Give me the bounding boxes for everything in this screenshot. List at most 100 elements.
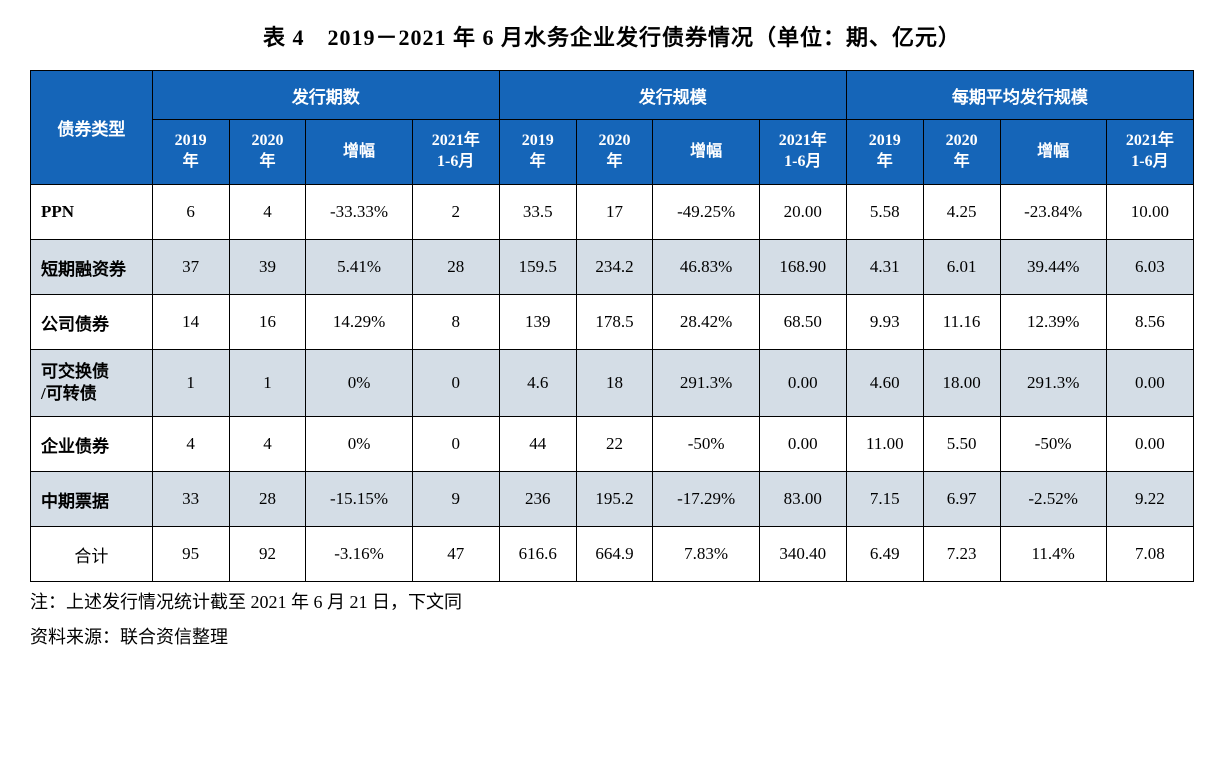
cell: 20.00 bbox=[759, 185, 846, 240]
subcol-2-2: 增幅 bbox=[1000, 120, 1106, 185]
cell: 39.44% bbox=[1000, 240, 1106, 295]
subcol-1-3: 2021年1-6月 bbox=[759, 120, 846, 185]
cell: 9.22 bbox=[1106, 472, 1193, 527]
cell: 11.00 bbox=[846, 417, 923, 472]
cell: 14 bbox=[152, 295, 229, 350]
subcol-1-0: 2019年 bbox=[499, 120, 576, 185]
cell: 37 bbox=[152, 240, 229, 295]
subcol-1-1: 2020年 bbox=[576, 120, 653, 185]
cell: -17.29% bbox=[653, 472, 759, 527]
cell: 0 bbox=[412, 350, 499, 417]
cell: 340.40 bbox=[759, 527, 846, 582]
cell: 28.42% bbox=[653, 295, 759, 350]
cell: -50% bbox=[653, 417, 759, 472]
cell: 46.83% bbox=[653, 240, 759, 295]
col-group-issue-count: 发行期数 bbox=[152, 71, 499, 120]
cell: -15.15% bbox=[306, 472, 412, 527]
cell: 6.03 bbox=[1106, 240, 1193, 295]
col-group-issue-scale: 发行规模 bbox=[499, 71, 846, 120]
cell: 0.00 bbox=[1106, 350, 1193, 417]
subcol-1-2: 增幅 bbox=[653, 120, 759, 185]
table-header: 债券类型 发行期数 发行规模 每期平均发行规模 2019年2020年增幅2021… bbox=[31, 71, 1194, 185]
cell: 2 bbox=[412, 185, 499, 240]
row-label: 可交换债/可转债 bbox=[31, 350, 153, 417]
row-label: PPN bbox=[31, 185, 153, 240]
cell: 39 bbox=[229, 240, 306, 295]
cell: 6.01 bbox=[923, 240, 1000, 295]
cell: 7.23 bbox=[923, 527, 1000, 582]
cell: -33.33% bbox=[306, 185, 412, 240]
cell: 0% bbox=[306, 350, 412, 417]
col-group-avg-scale: 每期平均发行规模 bbox=[846, 71, 1193, 120]
cell: 18.00 bbox=[923, 350, 1000, 417]
cell: 16 bbox=[229, 295, 306, 350]
cell: 9.93 bbox=[846, 295, 923, 350]
cell: -3.16% bbox=[306, 527, 412, 582]
row-label: 合计 bbox=[31, 527, 153, 582]
table-row: 企业债券440%04422-50%0.0011.005.50-50%0.00 bbox=[31, 417, 1194, 472]
cell: 234.2 bbox=[576, 240, 653, 295]
subcol-0-2: 增幅 bbox=[306, 120, 412, 185]
subcol-0-1: 2020年 bbox=[229, 120, 306, 185]
cell: 5.58 bbox=[846, 185, 923, 240]
cell: 6.97 bbox=[923, 472, 1000, 527]
cell: 236 bbox=[499, 472, 576, 527]
cell: 291.3% bbox=[653, 350, 759, 417]
cell: 616.6 bbox=[499, 527, 576, 582]
cell: 5.41% bbox=[306, 240, 412, 295]
cell: 8.56 bbox=[1106, 295, 1193, 350]
cell: 10.00 bbox=[1106, 185, 1193, 240]
cell: 0.00 bbox=[1106, 417, 1193, 472]
cell: 159.5 bbox=[499, 240, 576, 295]
cell: 7.83% bbox=[653, 527, 759, 582]
table-row: 公司债券141614.29%8139178.528.42%68.509.9311… bbox=[31, 295, 1194, 350]
cell: 18 bbox=[576, 350, 653, 417]
row-label: 公司债券 bbox=[31, 295, 153, 350]
table-note-1: 注：上述发行情况统计截至 2021 年 6 月 21 日，下文同 bbox=[30, 588, 1194, 617]
table-body: PPN64-33.33%233.517-49.25%20.005.584.25-… bbox=[31, 185, 1194, 582]
cell: 7.15 bbox=[846, 472, 923, 527]
table-row: 中期票据3328-15.15%9236195.2-17.29%83.007.15… bbox=[31, 472, 1194, 527]
cell: 0 bbox=[412, 417, 499, 472]
cell: 12.39% bbox=[1000, 295, 1106, 350]
cell: 195.2 bbox=[576, 472, 653, 527]
cell: 22 bbox=[576, 417, 653, 472]
cell: 4 bbox=[152, 417, 229, 472]
cell: 14.29% bbox=[306, 295, 412, 350]
subcol-0-3: 2021年1-6月 bbox=[412, 120, 499, 185]
cell: 4.60 bbox=[846, 350, 923, 417]
cell: 83.00 bbox=[759, 472, 846, 527]
cell: -50% bbox=[1000, 417, 1106, 472]
cell: 664.9 bbox=[576, 527, 653, 582]
cell: 33.5 bbox=[499, 185, 576, 240]
subcol-2-0: 2019年 bbox=[846, 120, 923, 185]
cell: 0% bbox=[306, 417, 412, 472]
cell: 5.50 bbox=[923, 417, 1000, 472]
cell: 0.00 bbox=[759, 350, 846, 417]
subheader-row: 2019年2020年增幅2021年1-6月2019年2020年增幅2021年1-… bbox=[31, 120, 1194, 185]
subcol-2-3: 2021年1-6月 bbox=[1106, 120, 1193, 185]
table-row: 短期融资券37395.41%28159.5234.246.83%168.904.… bbox=[31, 240, 1194, 295]
cell: 11.16 bbox=[923, 295, 1000, 350]
cell: 0.00 bbox=[759, 417, 846, 472]
cell: 17 bbox=[576, 185, 653, 240]
cell: 28 bbox=[229, 472, 306, 527]
cell: 7.08 bbox=[1106, 527, 1193, 582]
cell: 168.90 bbox=[759, 240, 846, 295]
col-bond-type: 债券类型 bbox=[31, 71, 153, 185]
cell: 1 bbox=[229, 350, 306, 417]
cell: 11.4% bbox=[1000, 527, 1106, 582]
row-label: 中期票据 bbox=[31, 472, 153, 527]
cell: -49.25% bbox=[653, 185, 759, 240]
table-row: PPN64-33.33%233.517-49.25%20.005.584.25-… bbox=[31, 185, 1194, 240]
cell: 92 bbox=[229, 527, 306, 582]
table-note-2: 资料来源：联合资信整理 bbox=[30, 623, 1194, 652]
cell: 4.31 bbox=[846, 240, 923, 295]
cell: 1 bbox=[152, 350, 229, 417]
cell: 33 bbox=[152, 472, 229, 527]
cell: 4.6 bbox=[499, 350, 576, 417]
table-row: 合计9592-3.16%47616.6664.97.83%340.406.497… bbox=[31, 527, 1194, 582]
cell: 6 bbox=[152, 185, 229, 240]
cell: 4 bbox=[229, 185, 306, 240]
cell: 95 bbox=[152, 527, 229, 582]
